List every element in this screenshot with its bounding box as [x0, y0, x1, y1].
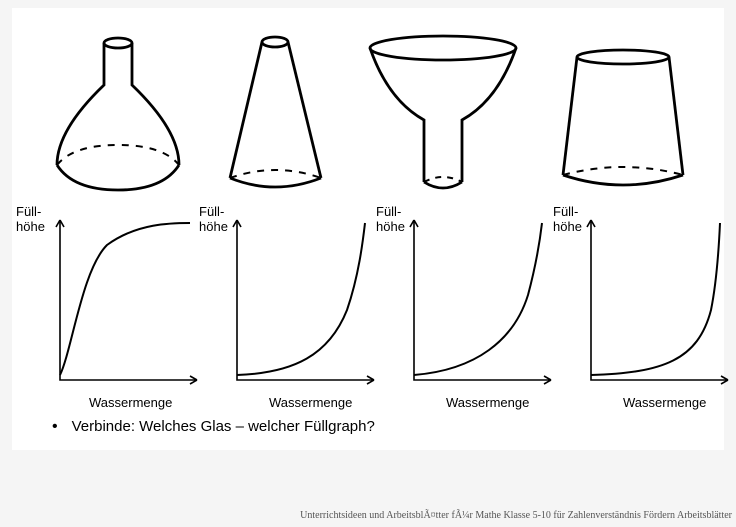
curve-4	[591, 223, 720, 375]
graph-svg-3	[406, 215, 556, 395]
glass-narrow-cone-icon	[218, 30, 333, 195]
x-axis-label: Wassermenge	[269, 395, 352, 410]
worksheet-container: Füll- höhe Wassermenge Füll- höhe	[12, 8, 724, 450]
graph-3: Füll- höhe Wassermenge	[368, 205, 545, 410]
graph-svg-1	[52, 215, 202, 395]
glass-flask-icon	[43, 30, 193, 195]
bullet-icon: •	[52, 418, 58, 435]
graph-1: Füll- höhe Wassermenge	[14, 205, 191, 410]
glass-wide-cone-icon	[553, 45, 693, 195]
y-axis-label: Füll- höhe	[16, 205, 45, 235]
graph-4: Füll- höhe Wassermenge	[545, 205, 722, 410]
glass-funnel-icon	[358, 30, 528, 195]
y-axis-label: Füll- höhe	[553, 205, 582, 235]
glasses-row	[12, 20, 724, 195]
x-axis-label: Wassermenge	[446, 395, 529, 410]
graphs-row: Füll- höhe Wassermenge Füll- höhe	[12, 195, 724, 410]
x-axis-label: Wassermenge	[623, 395, 706, 410]
graph-2: Füll- höhe Wassermenge	[191, 205, 368, 410]
y-axis-label: Füll- höhe	[199, 205, 228, 235]
question-line: • Verbinde: Welches Glas – welcher Füllgr…	[12, 410, 724, 436]
curve-2	[237, 223, 365, 375]
x-axis-label: Wassermenge	[89, 395, 172, 410]
graph-svg-2	[229, 215, 379, 395]
footer-caption: Unterrichtsideen und ArbeitsblÃ¤tter fÃ¼…	[300, 510, 732, 521]
y-axis-label: Füll- höhe	[376, 205, 405, 235]
graph-svg-4	[583, 215, 733, 395]
curve-3	[414, 223, 542, 375]
curve-1	[60, 223, 190, 375]
question-text: Verbinde: Welches Glas – welcher Füllgra…	[72, 418, 375, 435]
